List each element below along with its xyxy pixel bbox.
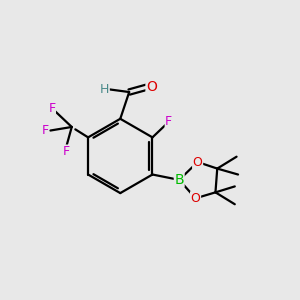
Text: B: B xyxy=(174,173,184,187)
Text: H: H xyxy=(100,82,109,96)
Text: O: O xyxy=(193,155,202,169)
Text: F: F xyxy=(41,124,49,137)
Text: O: O xyxy=(190,192,200,205)
Text: F: F xyxy=(48,102,56,115)
Text: F: F xyxy=(165,116,172,128)
Text: O: O xyxy=(146,80,157,94)
Text: F: F xyxy=(63,145,70,158)
